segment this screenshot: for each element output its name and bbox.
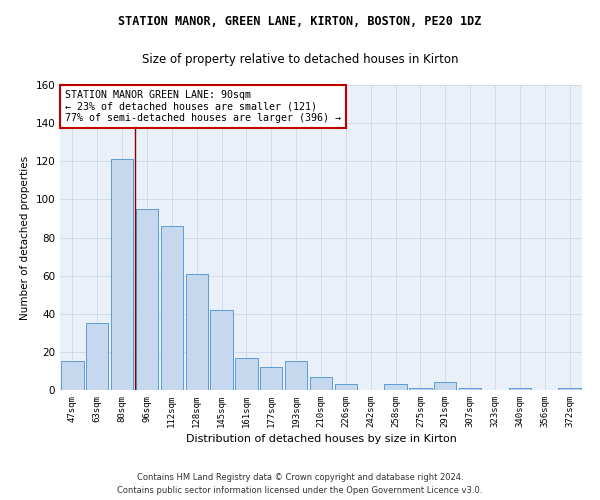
Bar [111,160,133,390]
Bar [136,209,158,390]
Bar [285,362,307,390]
Text: Contains HM Land Registry data © Crown copyright and database right 2024.
Contai: Contains HM Land Registry data © Crown c… [118,474,482,495]
Text: STATION MANOR GREEN LANE: 90sqm
← 23% of detached houses are smaller (121)
77% o: STATION MANOR GREEN LANE: 90sqm ← 23% of… [65,90,341,123]
Bar [211,310,233,390]
Bar [260,367,283,390]
Bar [86,324,109,390]
Bar [61,362,83,390]
Bar [235,358,257,390]
Y-axis label: Number of detached properties: Number of detached properties [20,156,30,320]
Bar [509,388,531,390]
X-axis label: Distribution of detached houses by size in Kirton: Distribution of detached houses by size … [185,434,457,444]
Bar [559,388,581,390]
Bar [434,382,457,390]
Bar [409,388,431,390]
Bar [185,274,208,390]
Bar [385,384,407,390]
Bar [335,384,357,390]
Bar [161,226,183,390]
Text: Size of property relative to detached houses in Kirton: Size of property relative to detached ho… [142,52,458,66]
Bar [310,376,332,390]
Bar [459,388,481,390]
Text: STATION MANOR, GREEN LANE, KIRTON, BOSTON, PE20 1DZ: STATION MANOR, GREEN LANE, KIRTON, BOSTO… [118,15,482,28]
